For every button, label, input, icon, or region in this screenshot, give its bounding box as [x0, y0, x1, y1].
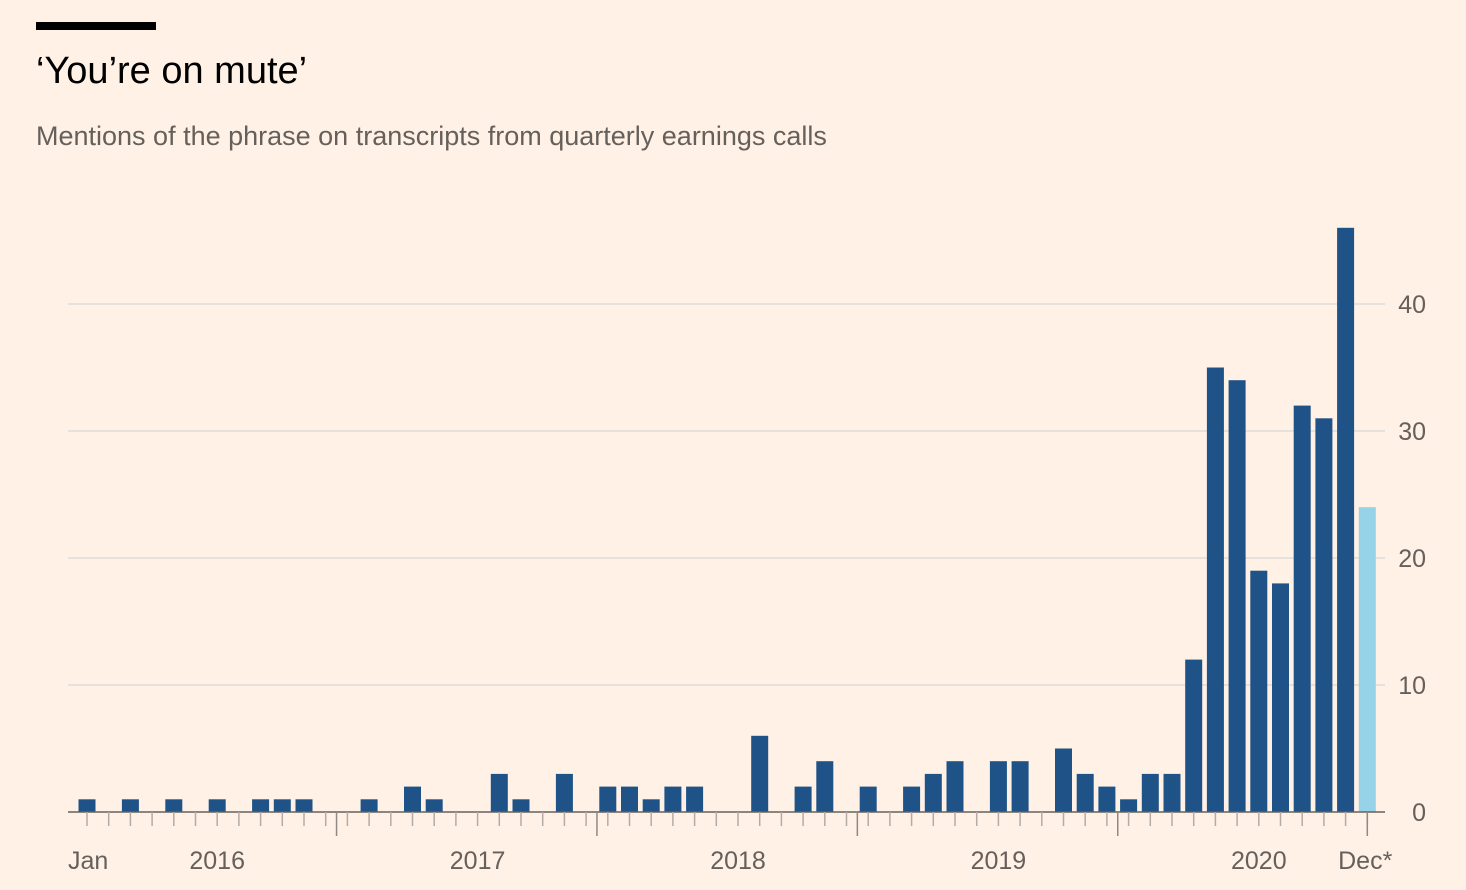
- bar-jun-2020: [1228, 380, 1246, 812]
- bar-may-2018: [686, 786, 704, 812]
- bar-nov-2018: [816, 761, 834, 812]
- bar-aug-2018: [751, 735, 769, 812]
- bar-feb-2020: [1141, 773, 1159, 812]
- title-rule: [36, 22, 156, 30]
- bar-jan-2016: [78, 799, 96, 812]
- y-tick-label-0: 0: [1412, 799, 1426, 827]
- bar-may-2020: [1206, 367, 1224, 812]
- x-label-dec: Dec*: [1338, 847, 1392, 875]
- y-tick-label-10: 10: [1398, 672, 1426, 700]
- y-tick-label-40: 40: [1398, 291, 1426, 319]
- bar-dec-2019: [1098, 786, 1116, 812]
- bar-mar-2019: [903, 786, 921, 812]
- bar-mar-2020: [1163, 773, 1181, 812]
- bar-jan-2019: [859, 786, 877, 812]
- bar-jul-2016: [208, 799, 226, 812]
- x-label-2016: 2016: [189, 847, 245, 875]
- bar-aug-2017: [490, 773, 508, 812]
- bar-oct-2018: [794, 786, 812, 812]
- bar-nov-2020: [1337, 227, 1355, 813]
- bar-nov-2017: [555, 773, 573, 812]
- x-axis-labels: Jan 2016 2017 2018 2019 2020 Dec*: [68, 847, 1393, 875]
- y-axis-labels: 0 10 20 30 40: [1398, 291, 1426, 827]
- x-axis: [68, 811, 1385, 836]
- bar-jul-2020: [1250, 570, 1268, 812]
- bar-apr-2019: [924, 773, 942, 812]
- x-label-jan: Jan: [68, 847, 108, 875]
- bar-mar-2016: [121, 799, 139, 812]
- bar-aug-2019: [1011, 761, 1029, 812]
- bars: [78, 227, 1376, 813]
- bar-nov-2016: [295, 799, 313, 812]
- bar-apr-2018: [664, 786, 682, 812]
- bar-may-2017: [425, 799, 443, 812]
- bar-oct-2019: [1055, 748, 1072, 812]
- bar-apr-2020: [1185, 659, 1203, 812]
- bar-jan-2018: [599, 786, 617, 812]
- chart-title: ‘You’re on mute’: [36, 50, 308, 92]
- bar-sep-2020: [1293, 405, 1311, 812]
- bar-oct-2020: [1315, 418, 1333, 812]
- bar-jul-2019: [989, 761, 1007, 812]
- bar-jan-2020: [1120, 799, 1138, 812]
- bar-feb-2018: [621, 786, 638, 812]
- bar-sep-2017: [512, 799, 530, 812]
- x-label-2019: 2019: [971, 847, 1027, 875]
- bar-dec-2020: [1358, 507, 1376, 812]
- x-label-2020: 2020: [1231, 847, 1287, 875]
- bar-nov-2019: [1076, 773, 1094, 812]
- x-label-2018: 2018: [710, 847, 766, 875]
- bar-aug-2020: [1272, 583, 1289, 812]
- bar-mar-2018: [642, 799, 660, 812]
- bar-sep-2016: [252, 799, 270, 812]
- gridlines: [68, 303, 1385, 686]
- bar-may-2016: [165, 799, 183, 812]
- bar-apr-2017: [404, 786, 421, 812]
- x-label-2017: 2017: [450, 847, 506, 875]
- bar-may-2019: [946, 761, 964, 812]
- bar-oct-2016: [273, 799, 291, 812]
- bar-feb-2017: [360, 799, 378, 812]
- y-tick-label-20: 20: [1398, 545, 1426, 573]
- y-tick-label-30: 30: [1398, 418, 1426, 446]
- chart-subtitle: Mentions of the phrase on transcripts fr…: [36, 121, 827, 151]
